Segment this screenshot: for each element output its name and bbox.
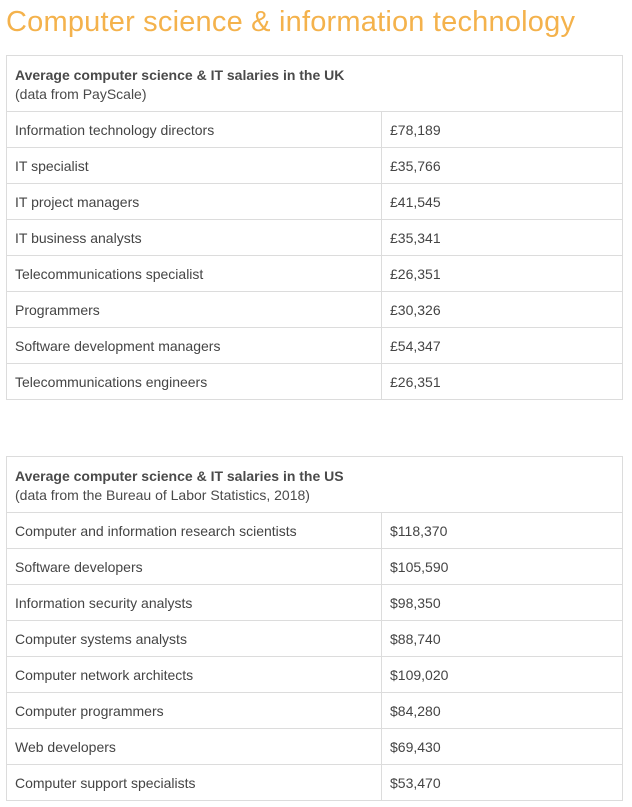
table-row: Computer support specialists $53,470 xyxy=(6,764,623,801)
job-title-cell: Computer network architects xyxy=(6,656,382,693)
salary-cell: £41,545 xyxy=(381,183,623,220)
salary-cell: $84,280 xyxy=(381,692,623,729)
job-title-cell: IT specialist xyxy=(6,147,382,184)
table-row: Computer network architects $109,020 xyxy=(6,656,623,693)
table-caption: Average computer science & IT salaries i… xyxy=(6,55,623,112)
salary-cell: $69,430 xyxy=(381,728,623,765)
table-row: IT project managers £41,545 xyxy=(6,183,623,220)
salary-cell: £35,766 xyxy=(381,147,623,184)
salary-cell: $105,590 xyxy=(381,548,623,585)
salary-cell: £26,351 xyxy=(381,363,623,400)
table-row: Web developers $69,430 xyxy=(6,728,623,765)
job-title-cell: Computer and information research scient… xyxy=(6,512,382,549)
job-title-cell: Computer programmers xyxy=(6,692,382,729)
job-title-cell: Computer systems analysts xyxy=(6,620,382,657)
uk-salary-table: Average computer science & IT salaries i… xyxy=(6,55,623,400)
table-title: Average computer science & IT salaries i… xyxy=(15,467,344,484)
table-caption: Average computer science & IT salaries i… xyxy=(6,456,623,513)
table-row: Information technology directors £78,189 xyxy=(6,111,623,148)
salary-cell: $53,470 xyxy=(381,764,623,801)
table-row: Software developers $105,590 xyxy=(6,548,623,585)
salary-cell: £30,326 xyxy=(381,291,623,328)
job-title-cell: Software development managers xyxy=(6,327,382,364)
table-title: Average computer science & IT salaries i… xyxy=(15,66,345,83)
salary-cell: $98,350 xyxy=(381,584,623,621)
table-row: IT specialist £35,766 xyxy=(6,147,623,184)
salary-cell: $118,370 xyxy=(381,512,623,549)
page-title: Computer science & information technolog… xyxy=(6,6,576,38)
job-title-cell: IT business analysts xyxy=(6,219,382,256)
table-source-note: (data from PayScale) xyxy=(15,85,147,102)
salary-cell: £78,189 xyxy=(381,111,623,148)
job-title-cell: Software developers xyxy=(6,548,382,585)
table-row: Computer and information research scient… xyxy=(6,512,623,549)
table-row: Telecommunications engineers £26,351 xyxy=(6,363,623,400)
salary-cell: £26,351 xyxy=(381,255,623,292)
table-row: Computer systems analysts $88,740 xyxy=(6,620,623,657)
table-source-note: (data from the Bureau of Labor Statistic… xyxy=(15,486,310,503)
job-title-cell: Information technology directors xyxy=(6,111,382,148)
salary-cell: $109,020 xyxy=(381,656,623,693)
salary-cell: $88,740 xyxy=(381,620,623,657)
table-caption-row: Average computer science & IT salaries i… xyxy=(6,55,623,112)
table-caption-row: Average computer science & IT salaries i… xyxy=(6,456,623,513)
salary-cell: £35,341 xyxy=(381,219,623,256)
job-title-cell: Computer support specialists xyxy=(6,764,382,801)
table-row: Programmers £30,326 xyxy=(6,291,623,328)
job-title-cell: Web developers xyxy=(6,728,382,765)
table-row: Telecommunications specialist £26,351 xyxy=(6,255,623,292)
job-title-cell: Telecommunications engineers xyxy=(6,363,382,400)
us-salary-table: Average computer science & IT salaries i… xyxy=(6,456,623,801)
job-title-cell: IT project managers xyxy=(6,183,382,220)
table-row: Computer programmers $84,280 xyxy=(6,692,623,729)
table-row: Software development managers £54,347 xyxy=(6,327,623,364)
salary-cell: £54,347 xyxy=(381,327,623,364)
job-title-cell: Telecommunications specialist xyxy=(6,255,382,292)
job-title-cell: Information security analysts xyxy=(6,584,382,621)
table-row: IT business analysts £35,341 xyxy=(6,219,623,256)
table-row: Information security analysts $98,350 xyxy=(6,584,623,621)
job-title-cell: Programmers xyxy=(6,291,382,328)
